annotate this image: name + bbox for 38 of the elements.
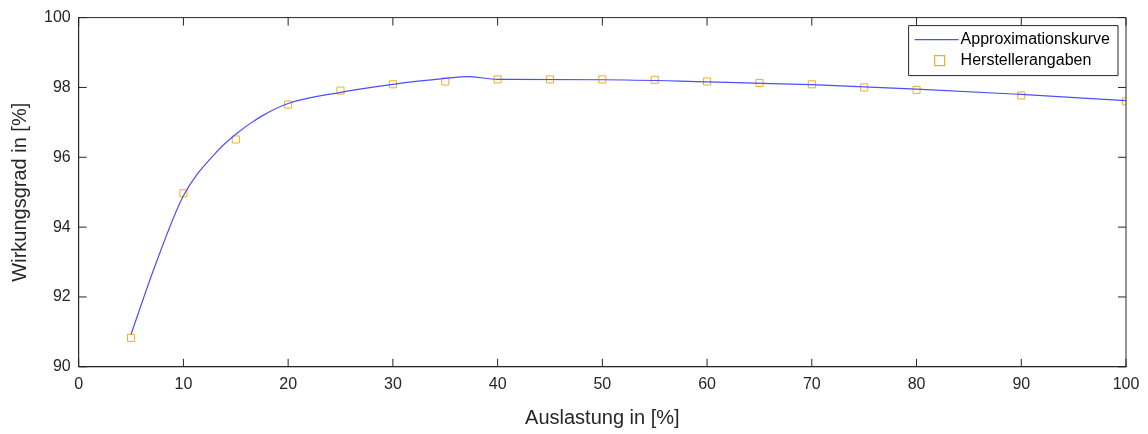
legend-label: Approximationskurve: [960, 30, 1111, 48]
x-tick-label: 100: [1112, 374, 1140, 392]
y-tick-label: 92: [52, 287, 71, 305]
x-tick-label: 90: [1012, 374, 1031, 392]
point: [860, 83, 869, 92]
point: [441, 77, 450, 86]
y-tick-label: 94: [52, 217, 71, 235]
x-tick-label: 80: [907, 374, 926, 392]
point: [703, 77, 712, 86]
x-tick-label: 20: [279, 374, 298, 392]
point: [598, 75, 607, 84]
x-tick-label: 50: [593, 374, 612, 392]
y-tick-label: 100: [43, 8, 71, 26]
point: [336, 86, 345, 95]
point: [284, 100, 293, 109]
point: [388, 80, 397, 89]
y-tick-label: 98: [52, 77, 71, 95]
point: [755, 78, 764, 87]
y-tick-label: 90: [52, 357, 71, 375]
point: [650, 75, 659, 84]
point: [912, 85, 921, 94]
point: [493, 75, 502, 84]
y-axis-title: Wirkungsgrad in [%]: [7, 102, 30, 282]
point: [127, 333, 136, 342]
x-tick-label: 0: [74, 374, 84, 392]
x-tick-label: 10: [174, 374, 193, 392]
point: [1017, 91, 1026, 100]
x-tick-label: 40: [488, 374, 507, 392]
point: [545, 75, 555, 84]
point: [231, 135, 240, 144]
point: [807, 80, 816, 89]
y-tick-label: 96: [52, 147, 71, 165]
point: [179, 189, 188, 198]
legend-label: Herstellerangaben: [960, 51, 1092, 69]
x-axis-title: Auslastung in [%]: [525, 405, 680, 428]
x-tick-label: 30: [383, 374, 402, 392]
x-tick-label: 70: [802, 374, 821, 392]
x-tick-label: 60: [698, 374, 717, 392]
